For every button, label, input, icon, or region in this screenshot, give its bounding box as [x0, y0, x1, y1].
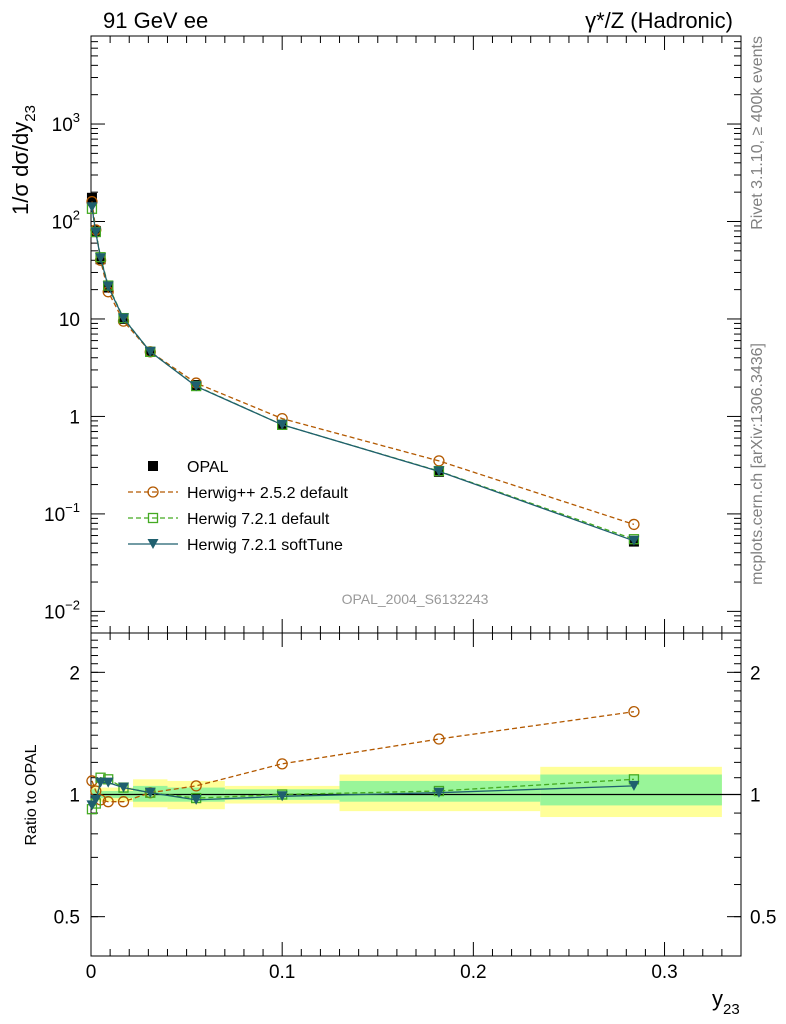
analysis-id: OPAL_2004_S6132243 — [342, 591, 489, 607]
main-ytick-label-2: 1 — [69, 407, 80, 428]
main-point-1-9 — [628, 518, 640, 531]
legend-marker-2 — [147, 512, 159, 524]
x-axis-label-sub: 23 — [723, 1001, 740, 1018]
ratio-ylabel: Ratio to OPAL — [23, 744, 40, 845]
ratio-point-3-3 — [102, 777, 114, 788]
ratio-point-3-4 — [118, 782, 129, 793]
svg-text:1/σ dσ/dy23: 1/σ dσ/dy23 — [8, 105, 39, 215]
main-ytick-label-1: 10−1 — [44, 500, 80, 526]
main-point-3-4 — [118, 313, 129, 324]
main-ytick-base-4: 10 — [52, 212, 73, 233]
rivet-label: Rivet 3.1.10, ≥ 400k events — [749, 36, 766, 230]
main-ytick-label-4: 102 — [52, 207, 80, 233]
main-point-3-3 — [102, 281, 114, 292]
legend-label-1: Herwig++ 2.5.2 default — [187, 485, 349, 502]
legend-marker-1 — [147, 486, 159, 498]
ratio-ytick-label-right-0: 0.5 — [750, 908, 776, 929]
main-ytick-base-3: 10 — [59, 310, 80, 331]
legend-label-2: Herwig 7.2.1 default — [187, 511, 330, 528]
main-ytick-exp-1: −1 — [65, 500, 80, 515]
main-ytick-label-3: 10 — [59, 310, 80, 331]
ratio-point-3-8 — [433, 787, 445, 798]
ratio-point-1-4 — [117, 796, 130, 808]
main-ytick-label-5: 103 — [52, 110, 80, 136]
ratio-point-3-5 — [144, 787, 156, 798]
main-ytick-base-0: 10 — [44, 602, 65, 623]
main-ytick-exp-5: 3 — [73, 110, 80, 125]
ratio-ytick-label-right-1: 1 — [750, 786, 761, 807]
main-series-line-1 — [91, 201, 635, 526]
ratio-point-3-1 — [90, 794, 102, 805]
ratio-point-1-7 — [276, 758, 288, 770]
ratio-point-1-3 — [102, 796, 114, 808]
ratio-ytick-label-left-2: 2 — [69, 663, 80, 684]
main-series-line-3 — [91, 207, 635, 542]
main-point-3-1 — [90, 227, 102, 238]
ratio-ytick-label-left-1: 1 — [69, 786, 80, 807]
main-point-1-8 — [433, 455, 445, 467]
main-point-3-5 — [144, 346, 156, 357]
ratio-point-3-7 — [276, 791, 288, 802]
xtick-label-2: 0.2 — [460, 962, 486, 983]
legend-marker-0 — [148, 461, 158, 471]
x-axis-label: y23 — [712, 986, 740, 1018]
main-ytick-exp-0: −2 — [65, 597, 80, 612]
mcplots-label: mcplots.cern.ch [arXiv:1306.3436] — [749, 343, 766, 585]
ratio-band-inner-6 — [540, 774, 722, 806]
main-ytick-exp-4: 2 — [73, 207, 80, 222]
ratio-ytick-label-left-0: 0.5 — [54, 908, 80, 929]
legend-label-3: Herwig 7.2.1 softTune — [187, 537, 343, 554]
ratio-point-1-8 — [433, 733, 445, 745]
main-point-3-9 — [628, 535, 640, 546]
main-point-0-0 — [86, 192, 97, 203]
ratio-point-3-6 — [190, 794, 202, 805]
main-point-3-2 — [95, 253, 107, 264]
legend-marker-3 — [147, 539, 159, 549]
main-series-line-2 — [91, 208, 635, 540]
ratio-series-line-1 — [91, 711, 634, 803]
ratio-point-3-2 — [95, 777, 107, 788]
xtick-label-0: 0 — [86, 962, 97, 983]
ratio-ytick-label-right-2: 2 — [750, 663, 761, 684]
main-ytick-base-2: 1 — [69, 407, 80, 428]
main-point-3-7 — [276, 419, 288, 430]
ratio-point-3-9 — [628, 780, 640, 791]
header-right-title: γ*/Z (Hadronic) — [585, 8, 733, 33]
main-ytick-label-0: 10−2 — [44, 597, 80, 623]
ratio-series-line-3 — [91, 781, 634, 806]
main-point-3-6 — [190, 381, 202, 392]
xtick-label-3: 0.3 — [651, 962, 677, 983]
legend-label-0: OPAL — [187, 459, 229, 476]
ratio-panel: 0.5 0.5 1 1 2 2 0 0.1 0.2 0.3 — [54, 632, 776, 983]
main-ytick-base-5: 10 — [52, 115, 73, 136]
legend: OPAL Herwig++ 2.5.2 default Herwig 7.2.1 d… — [128, 459, 349, 554]
main-point-3-8 — [433, 466, 445, 477]
main-ylabel-sub: 23 — [22, 105, 39, 122]
main-ylabel: 1/σ dσ/dy23 — [8, 105, 39, 215]
main-ytick-base-1: 10 — [44, 505, 65, 526]
main-point-3-0 — [86, 202, 98, 213]
xtick-label-1: 0.1 — [269, 962, 295, 983]
x-axis-label-text: y — [712, 986, 723, 1011]
ratio-point-1-6 — [190, 780, 202, 792]
header-left-title: 91 GeV ee — [103, 8, 208, 33]
main-ylabel-text: 1/σ dσ/dy — [8, 122, 33, 215]
ratio-point-1-9 — [628, 706, 640, 718]
